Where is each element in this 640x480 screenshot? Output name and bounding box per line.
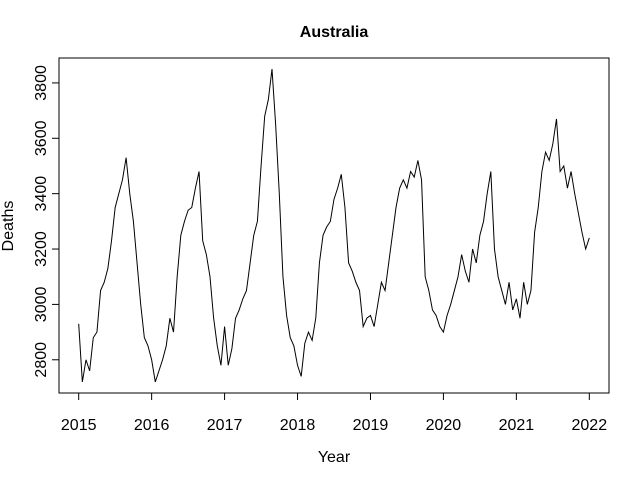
y-tick-label: 3400 — [33, 176, 50, 212]
x-tick-label: 2019 — [353, 417, 389, 434]
x-tick-label: 2018 — [280, 417, 316, 434]
y-tick-label: 3600 — [33, 120, 50, 156]
y-tick-label: 3000 — [33, 287, 50, 323]
plot-box — [58, 57, 610, 394]
x-tick-label: 2022 — [572, 417, 608, 434]
y-axis-label: Deaths — [0, 201, 17, 252]
x-tick-label: 2020 — [426, 417, 462, 434]
x-axis-label: Year — [318, 449, 351, 466]
x-tick-label: 2016 — [134, 417, 170, 434]
y-tick-label: 3800 — [33, 65, 50, 101]
data-line — [78, 69, 590, 383]
x-tick-label: 2021 — [499, 417, 535, 434]
y-tick-label: 3200 — [33, 231, 50, 267]
x-tick-label: 2017 — [207, 417, 243, 434]
x-tick-label: 2015 — [61, 417, 97, 434]
y-tick-label: 2800 — [33, 342, 50, 378]
chart-title: Australia — [300, 24, 369, 41]
